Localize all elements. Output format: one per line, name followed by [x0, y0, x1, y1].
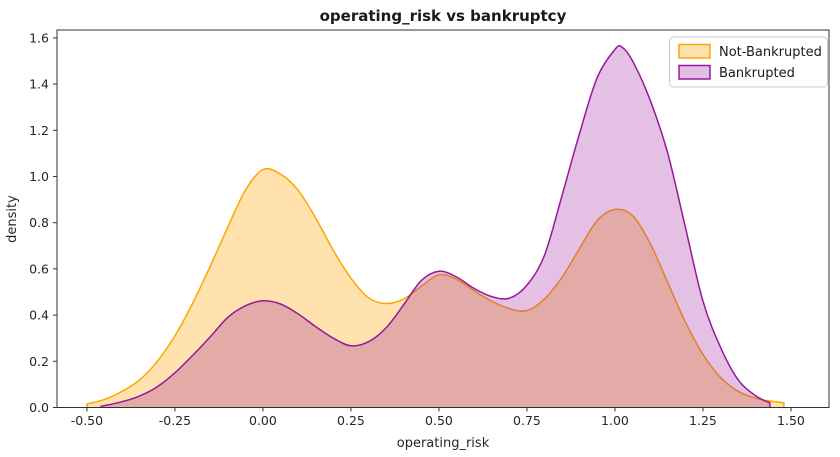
x-tick-0.25-label: 0.25 [337, 413, 365, 428]
y-tick-1.0-label: 1.0 [29, 169, 49, 184]
y-axis-label: density [5, 195, 20, 243]
y-tick-1.6-label: 1.6 [29, 30, 49, 45]
legend: Not-Bankrupted Bankrupted [669, 36, 828, 88]
y-tick-0.2-label: 0.2 [29, 354, 49, 369]
legend-item-bankrupted: Bankrupted [678, 64, 795, 81]
x-tick-1.25-label: 1.25 [689, 413, 717, 428]
ticks-layer: -0.50 -0.25 0.00 0.25 0.50 0.75 1.00 1.25 1.50 0.… [29, 30, 805, 428]
series-area-bankrupted [101, 45, 770, 408]
y-tick-1.2-label: 1.2 [29, 123, 49, 138]
series-layer [86, 44, 785, 408]
legend-label-bankrupted: Bankrupted [719, 66, 795, 81]
x-tick--0.50-label: -0.50 [71, 413, 103, 428]
legend-item-not-bankrupted: Not-Bankrupted [678, 43, 822, 60]
y-tick-0.0-label: 0.0 [29, 400, 49, 415]
x-tick-0.50-label: 0.50 [425, 413, 453, 428]
x-tick-0.00-label: 0.00 [249, 413, 277, 428]
legend-swatch-not-bankrupted [678, 43, 711, 59]
legend-swatch-bankrupted [678, 64, 711, 80]
y-tick-0.4-label: 0.4 [29, 308, 49, 323]
series-line-bankrupted [100, 44, 771, 408]
y-tick-1.4-label: 1.4 [29, 77, 49, 92]
legend-label-not-bankrupted: Not-Bankrupted [719, 45, 822, 60]
x-tick--0.25-label: -0.25 [159, 413, 191, 428]
x-tick-0.75-label: 0.75 [513, 413, 541, 428]
series-area-not-bankrupted [86, 168, 784, 408]
y-tick-0.6-label: 0.6 [29, 261, 49, 276]
x-tick-1.00-label: 1.00 [601, 413, 629, 428]
x-tick-1.50-label: 1.50 [777, 413, 805, 428]
y-tick-0.8-label: 0.8 [29, 215, 49, 230]
series-line-not-bankrupted [86, 167, 785, 408]
chart-title: operating_risk vs bankruptcy [320, 7, 567, 25]
x-axis-label: operating_risk [397, 436, 490, 451]
axes-frame [56, 29, 830, 408]
